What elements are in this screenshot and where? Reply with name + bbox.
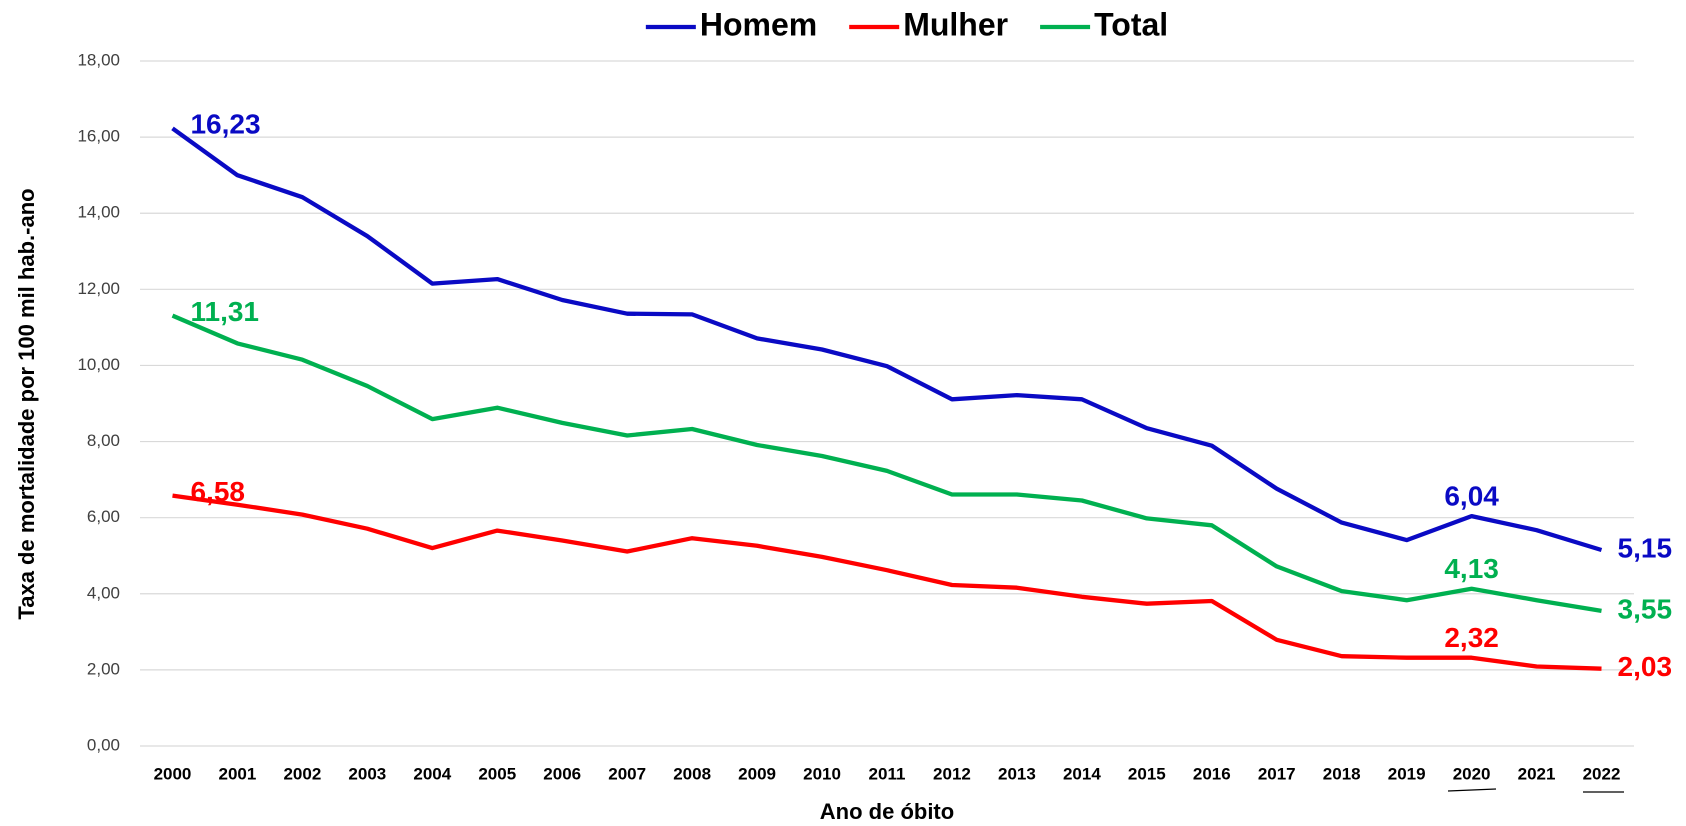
x-tick-label: 2017 [1258,764,1296,783]
y-tick-label: 12,00 [77,279,120,298]
y-axis-title: Taxa de mortalidade por 100 mil hab.-ano [14,188,39,619]
underline [1447,788,1497,792]
series-line [171,313,1602,614]
x-tick-label: 2010 [803,764,841,783]
x-tick-label: 2018 [1323,764,1361,783]
x-tick-label: 2009 [738,764,776,783]
x-tick-label: 2016 [1193,764,1231,783]
y-tick-label: 8,00 [87,431,120,450]
legend-label: Total [1094,6,1168,42]
data-label: 6,04 [1444,481,1499,512]
series-line [172,493,1602,671]
y-tick-label: 6,00 [87,507,120,526]
x-tick-label: 2001 [219,764,257,783]
x-tick-label: 2011 [869,764,906,783]
y-tick-label: 14,00 [77,203,120,222]
y-tick-label: 4,00 [87,583,120,602]
data-label: 2,32 [1444,622,1499,653]
x-tick-label: 2005 [478,764,516,783]
x-tick-label: 2008 [673,764,711,783]
x-tick-label: 2007 [608,764,646,783]
data-label: 16,23 [190,109,260,140]
data-label: 3,55 [1618,593,1673,624]
x-axis-title: Ano de óbito [820,799,954,824]
y-tick-label: 0,00 [87,735,120,754]
y-tick-label: 10,00 [77,355,120,374]
series-line [171,126,1603,553]
y-tick-label: 16,00 [77,127,120,146]
data-label: 6,58 [190,476,245,507]
legend-label: Homem [700,6,817,42]
data-label: 4,13 [1444,553,1499,584]
data-label: 11,31 [190,296,259,327]
x-tick-label: 2020 [1453,764,1491,783]
x-tick-label: 2012 [933,764,971,783]
legend-label: Mulher [903,6,1008,42]
x-tick-label: 2021 [1518,764,1556,783]
x-tick-label: 2014 [1063,764,1101,783]
x-tick-label: 2004 [413,764,451,783]
x-tick-label: 2013 [998,764,1036,783]
data-label: 2,03 [1618,651,1673,682]
x-tick-label: 2003 [348,764,386,783]
y-tick-label: 18,00 [77,50,120,69]
y-tick-label: 2,00 [87,659,120,678]
x-tick-label: 2000 [154,764,192,783]
x-tick-label: 2002 [283,764,321,783]
x-tick-label: 2022 [1583,764,1621,783]
data-label: 5,15 [1618,532,1673,563]
x-tick-label: 2019 [1388,764,1426,783]
x-tick-label: 2015 [1128,764,1166,783]
x-tick-label: 2006 [543,764,581,783]
